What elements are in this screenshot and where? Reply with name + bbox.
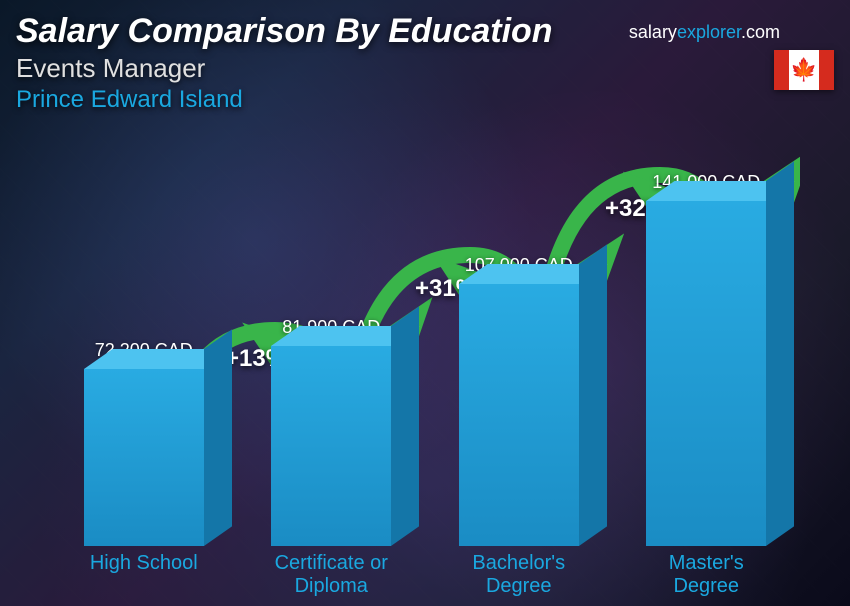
watermark-prefix: salary <box>629 22 677 42</box>
watermark-suffix: .com <box>741 22 780 42</box>
bar-group: 141,000 CAD <box>624 172 789 546</box>
x-labels-row: High School Certificate orDiploma Bachelor… <box>50 552 800 598</box>
header: Salary Comparison By Education Events Ma… <box>16 12 553 114</box>
bar-chart: +13%+31%+32% 72,200 CAD81,900 CAD107,000… <box>50 150 800 546</box>
watermark-accent: explorer <box>677 22 741 42</box>
page-title: Salary Comparison By Education <box>16 12 553 51</box>
x-label: Bachelor'sDegree <box>436 552 601 598</box>
canada-flag-icon: 🍁 <box>774 50 834 90</box>
bar-group: 107,000 CAD <box>436 255 601 546</box>
bars-row: 72,200 CAD81,900 CAD107,000 CAD141,000 C… <box>50 150 800 546</box>
bar <box>271 346 391 546</box>
maple-leaf-icon: 🍁 <box>790 59 817 81</box>
bar <box>459 284 579 546</box>
bar <box>646 201 766 546</box>
flag-left-bar <box>774 50 789 90</box>
bar-group: 81,900 CAD <box>249 317 414 546</box>
bar <box>84 369 204 546</box>
container: Salary Comparison By Education Events Ma… <box>0 0 850 606</box>
flag-center: 🍁 <box>789 50 819 90</box>
x-label: Master'sDegree <box>624 552 789 598</box>
page-region: Prince Edward Island <box>16 86 553 114</box>
x-label: High School <box>61 552 226 598</box>
x-label: Certificate orDiploma <box>249 552 414 598</box>
watermark: salaryexplorer.com <box>629 22 780 43</box>
bar-group: 72,200 CAD <box>61 340 226 546</box>
page-subtitle: Events Manager <box>16 53 553 84</box>
flag-right-bar <box>819 50 834 90</box>
